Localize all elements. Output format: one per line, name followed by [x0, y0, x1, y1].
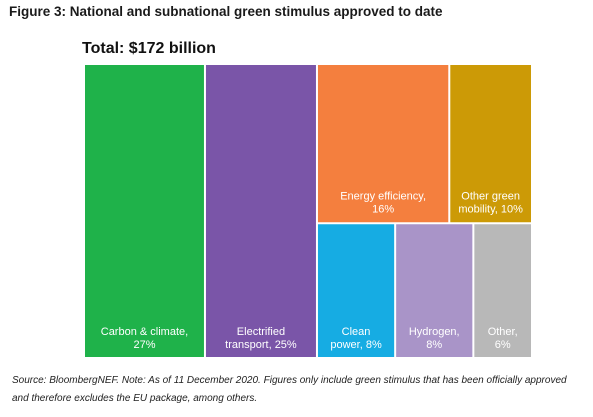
- treemap-tile-carbon-climate: Carbon & climate, 27%: [85, 65, 204, 357]
- treemap-tile-clean-power: Clean power, 8%: [318, 224, 394, 357]
- treemap-tile-hydrogen: Hydrogen, 8%: [396, 224, 472, 357]
- tile-label-other-green-mobility: Other green mobility, 10%: [458, 190, 523, 215]
- treemap-tile-energy-efficiency: Energy efficiency, 16%: [318, 65, 448, 222]
- treemap-tile-other: Other, 6%: [474, 224, 531, 357]
- source-note: Source: BloombergNEF. Note: As of 11 Dec…: [12, 372, 582, 408]
- tile-rect-carbon-climate: [85, 65, 204, 357]
- treemap-tile-other-green-mobility: Other green mobility, 10%: [450, 65, 531, 222]
- tile-rect-electrified-transport: [206, 65, 316, 357]
- treemap-tile-electrified-transport: Electrified transport, 25%: [206, 65, 316, 357]
